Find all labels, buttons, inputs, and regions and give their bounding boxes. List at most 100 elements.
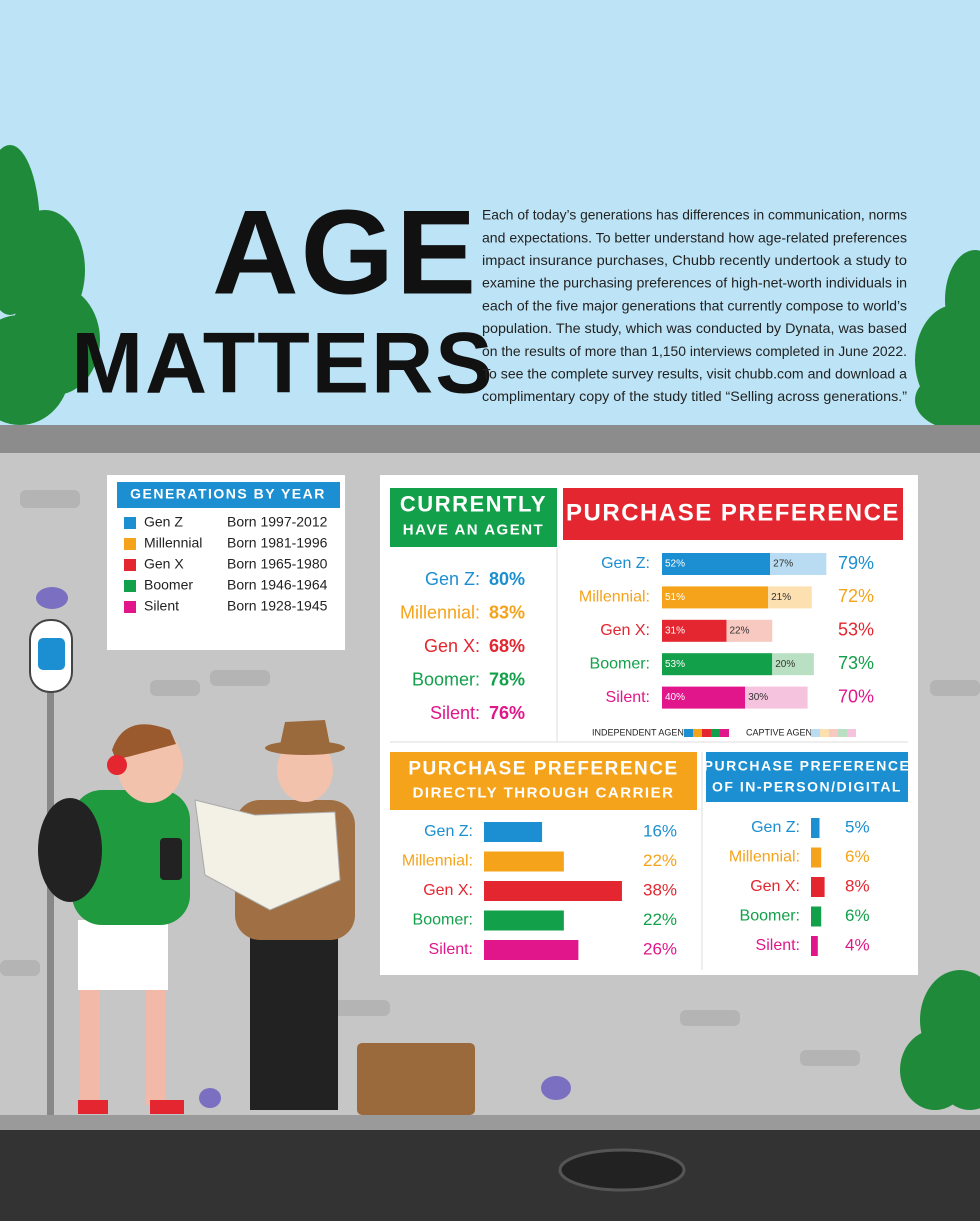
category-label: Millennial: bbox=[402, 853, 473, 870]
value-label: 22% bbox=[643, 851, 677, 870]
category-label: Boomer: bbox=[412, 669, 480, 689]
chart-title: PURCHASE PREFERENCE bbox=[408, 758, 678, 779]
bush-left bbox=[0, 145, 100, 425]
category-label: Gen X: bbox=[750, 878, 800, 895]
category-label: Silent: bbox=[756, 937, 800, 954]
suitcase bbox=[357, 1043, 475, 1115]
chart-header bbox=[390, 488, 557, 547]
bar-segment bbox=[770, 553, 827, 575]
segment-label: 22% bbox=[729, 625, 749, 636]
legend-swatch bbox=[124, 538, 136, 550]
segment-label: 53% bbox=[665, 659, 685, 670]
category-label: Millennial: bbox=[400, 602, 480, 622]
chart-title: DIRECTLY THROUGH CARRIER bbox=[413, 785, 675, 802]
old-man bbox=[194, 720, 355, 1110]
category-label: Gen Z: bbox=[751, 819, 800, 836]
value-label: 68% bbox=[489, 636, 525, 656]
bar bbox=[811, 906, 822, 927]
bar-segment bbox=[726, 619, 773, 642]
category-label: Silent: bbox=[606, 689, 650, 706]
pigeon bbox=[199, 1088, 221, 1108]
value-label: 6% bbox=[845, 906, 870, 925]
category-label: Millennial: bbox=[729, 849, 800, 866]
chart-title: HAVE AN AGENT bbox=[403, 521, 544, 538]
legend-header bbox=[117, 482, 340, 508]
legend-born: Born 1928-1945 bbox=[227, 598, 328, 614]
legend-name: Millennial bbox=[144, 535, 202, 551]
bar-segment bbox=[772, 653, 814, 676]
legend-swatch bbox=[720, 729, 729, 737]
bar bbox=[811, 847, 822, 868]
bar-segment bbox=[662, 586, 769, 609]
bar bbox=[811, 936, 818, 956]
young-man bbox=[38, 724, 190, 1114]
category-label: Gen Z: bbox=[601, 555, 650, 572]
total-label: 79% bbox=[838, 553, 874, 573]
category-label: Gen Z: bbox=[424, 823, 473, 840]
category-label: Gen Z: bbox=[425, 569, 480, 589]
chart-header bbox=[390, 752, 697, 810]
total-label: 73% bbox=[838, 653, 874, 673]
segment-label: 40% bbox=[665, 692, 685, 703]
chart-title: PURCHASE PREFERENCE bbox=[566, 499, 900, 526]
segment-label: 21% bbox=[771, 592, 791, 603]
segment-label: 20% bbox=[775, 659, 795, 670]
total-label: 53% bbox=[838, 620, 874, 640]
intro-line: on the results of more than 1,150 interv… bbox=[482, 344, 907, 359]
segment-label: 30% bbox=[748, 692, 768, 703]
bar bbox=[811, 818, 820, 838]
legend-swatch bbox=[702, 729, 711, 737]
value-label: 76% bbox=[489, 703, 525, 723]
legend-label: CAPTIVE AGENT bbox=[746, 727, 818, 737]
legend-born: Born 1965-1980 bbox=[227, 556, 328, 572]
legend-name: Gen Z bbox=[144, 514, 183, 530]
segment-label: 31% bbox=[665, 625, 685, 636]
intro-line: impact insurance purchases, Chubb recent… bbox=[482, 253, 907, 268]
legend-swatch bbox=[684, 729, 693, 737]
legend-swatch bbox=[693, 729, 702, 737]
road bbox=[0, 1130, 980, 1221]
legend-born: Born 1946-1964 bbox=[227, 577, 328, 593]
segment-label: 27% bbox=[773, 559, 793, 570]
legend-born: Born 1997-2012 bbox=[227, 514, 328, 530]
chart-title: OF IN-PERSON/DIGITAL bbox=[712, 779, 902, 795]
sky bbox=[0, 0, 980, 425]
legend-swatch bbox=[711, 729, 720, 737]
chart-title: PURCHASE PREFERENCE bbox=[704, 758, 911, 774]
wall-top bbox=[0, 425, 980, 453]
chart-header bbox=[563, 488, 903, 540]
segment-label: 51% bbox=[665, 592, 685, 603]
legend-title: GENERATIONS BY YEAR bbox=[130, 486, 326, 502]
value-label: 6% bbox=[845, 847, 870, 866]
legend-label: INDEPENDENT AGENT bbox=[592, 727, 690, 737]
panel bbox=[380, 475, 918, 975]
legend-swatch bbox=[811, 729, 820, 737]
category-label: Boomer: bbox=[740, 908, 800, 925]
segment-label: 52% bbox=[665, 559, 685, 570]
legend-name: Boomer bbox=[144, 577, 193, 593]
category-label: Gen X: bbox=[600, 622, 650, 639]
value-label: 16% bbox=[643, 821, 677, 840]
curb bbox=[0, 1115, 980, 1130]
value-label: 4% bbox=[845, 935, 870, 954]
legend-born: Born 1981-1996 bbox=[227, 535, 328, 551]
category-label: Silent: bbox=[430, 703, 480, 723]
title: AGE bbox=[212, 186, 478, 320]
title: MATTERS bbox=[71, 316, 494, 412]
intro-line: and expectations. To better understand h… bbox=[482, 230, 907, 245]
bar bbox=[484, 822, 543, 842]
legend-name: Silent bbox=[144, 598, 179, 614]
legend-swatch bbox=[847, 729, 856, 737]
pigeon bbox=[541, 1076, 571, 1100]
value-label: 26% bbox=[643, 939, 677, 958]
total-label: 72% bbox=[838, 586, 874, 606]
legend-swatch bbox=[829, 729, 838, 737]
bush-bottom-right bbox=[900, 970, 980, 1110]
bar-segment bbox=[662, 553, 771, 575]
manhole bbox=[558, 1148, 686, 1192]
bar-segment bbox=[662, 686, 746, 709]
bar-segment bbox=[662, 619, 727, 642]
legend-swatch bbox=[820, 729, 829, 737]
